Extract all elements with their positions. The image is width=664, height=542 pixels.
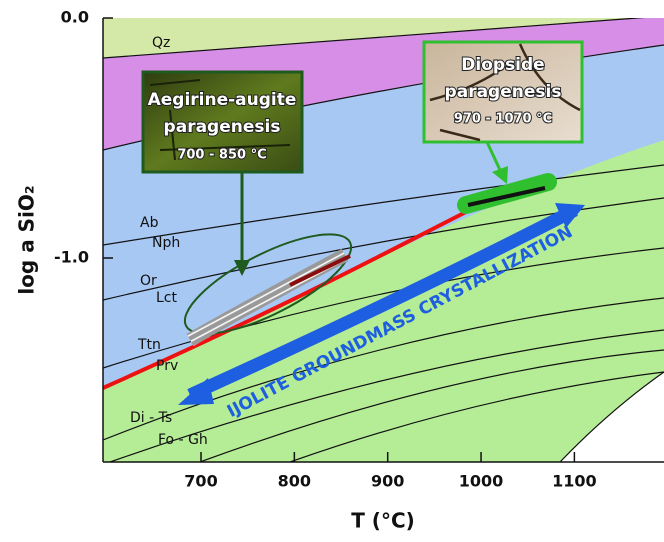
x-tick-label: 900 <box>371 472 404 491</box>
field-label: Fo - Gh <box>158 432 208 448</box>
x-tick-label: 1000 <box>459 472 504 491</box>
field-label: Nph <box>152 235 180 251</box>
inset-2: Diopside paragenesis 970 - 1070 °C <box>424 42 582 142</box>
x-tick-label: 800 <box>278 472 311 491</box>
field-label: Di - Ts <box>130 410 172 426</box>
y-tick-label: 0.0 <box>61 8 89 27</box>
inset-range: 700 - 850 °C <box>177 148 266 163</box>
x-tick-label: 700 <box>184 472 217 491</box>
inset-title: Diopside <box>461 55 544 75</box>
field-label: Ab <box>140 215 159 231</box>
x-tick-label: 1100 <box>552 472 597 491</box>
inset-title: paragenesis <box>445 82 562 102</box>
field-label: Prv <box>156 358 178 374</box>
field-label: Lct <box>156 290 177 306</box>
x-axis-title: T (°C) <box>351 509 415 533</box>
inset-title: paragenesis <box>164 117 281 137</box>
field-label: Ttn <box>137 337 161 353</box>
field-label: Qz <box>152 35 170 51</box>
inset-title: Aegirine-augite <box>148 90 297 110</box>
y-tick-label: -1.0 <box>54 248 89 267</box>
inset-1: Aegirine-augite paragenesis 700 - 850 °C <box>143 72 302 172</box>
field-label: Or <box>140 273 157 289</box>
inset-range: 970 - 1070 °C <box>454 112 552 127</box>
y-axis-title: log a SiO₂ <box>15 185 39 294</box>
chart: IJOLITE GROUNDMASS CRYSTALLIZATION Aegir… <box>0 0 664 538</box>
